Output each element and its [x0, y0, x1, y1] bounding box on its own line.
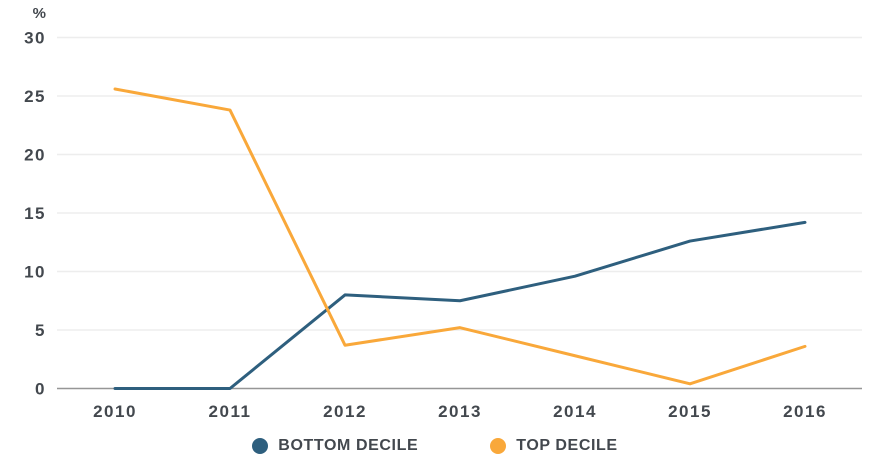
line-chart: 0 5 10 15 20 25 30% 2010 2011 2012 2013 2014 2015 201… — [24, 5, 862, 421]
x-tick-label: 2016 — [783, 402, 827, 421]
legend-item-top-decile: TOP DECILE — [490, 436, 617, 456]
y-tick-label: 10 — [24, 263, 46, 282]
x-tick-label: 2011 — [209, 402, 252, 421]
y-tick-label: 30 — [24, 29, 46, 48]
series-line-bottom-decile — [113, 220, 807, 390]
legend-dot-bottom-decile — [252, 438, 269, 454]
legend-dot-top-decile — [490, 438, 507, 454]
x-tick-label: 2010 — [93, 402, 137, 421]
y-tick-label: 5 — [35, 321, 46, 340]
series-line-top-decile — [113, 87, 807, 386]
x-tick-label: 2015 — [668, 402, 712, 421]
chart-legend: BOTTOM DECILE TOP DECILE — [0, 436, 870, 456]
y-tick-label: 25 — [24, 87, 46, 106]
x-tick-label: 2012 — [323, 402, 367, 421]
y-tick-label: 0 — [35, 380, 46, 399]
y-tick-label: 15 — [24, 204, 46, 223]
legend-label-bottom-decile: BOTTOM DECILE — [278, 437, 419, 454]
legend-item-bottom-decile: BOTTOM DECILE — [252, 436, 418, 456]
legend-label-top-decile: TOP DECILE — [516, 437, 618, 454]
y-axis-unit-label: % — [33, 5, 46, 22]
x-tick-label: 2013 — [438, 402, 482, 421]
x-tick-label: 2014 — [553, 402, 597, 421]
y-tick-label: 20 — [24, 146, 46, 165]
